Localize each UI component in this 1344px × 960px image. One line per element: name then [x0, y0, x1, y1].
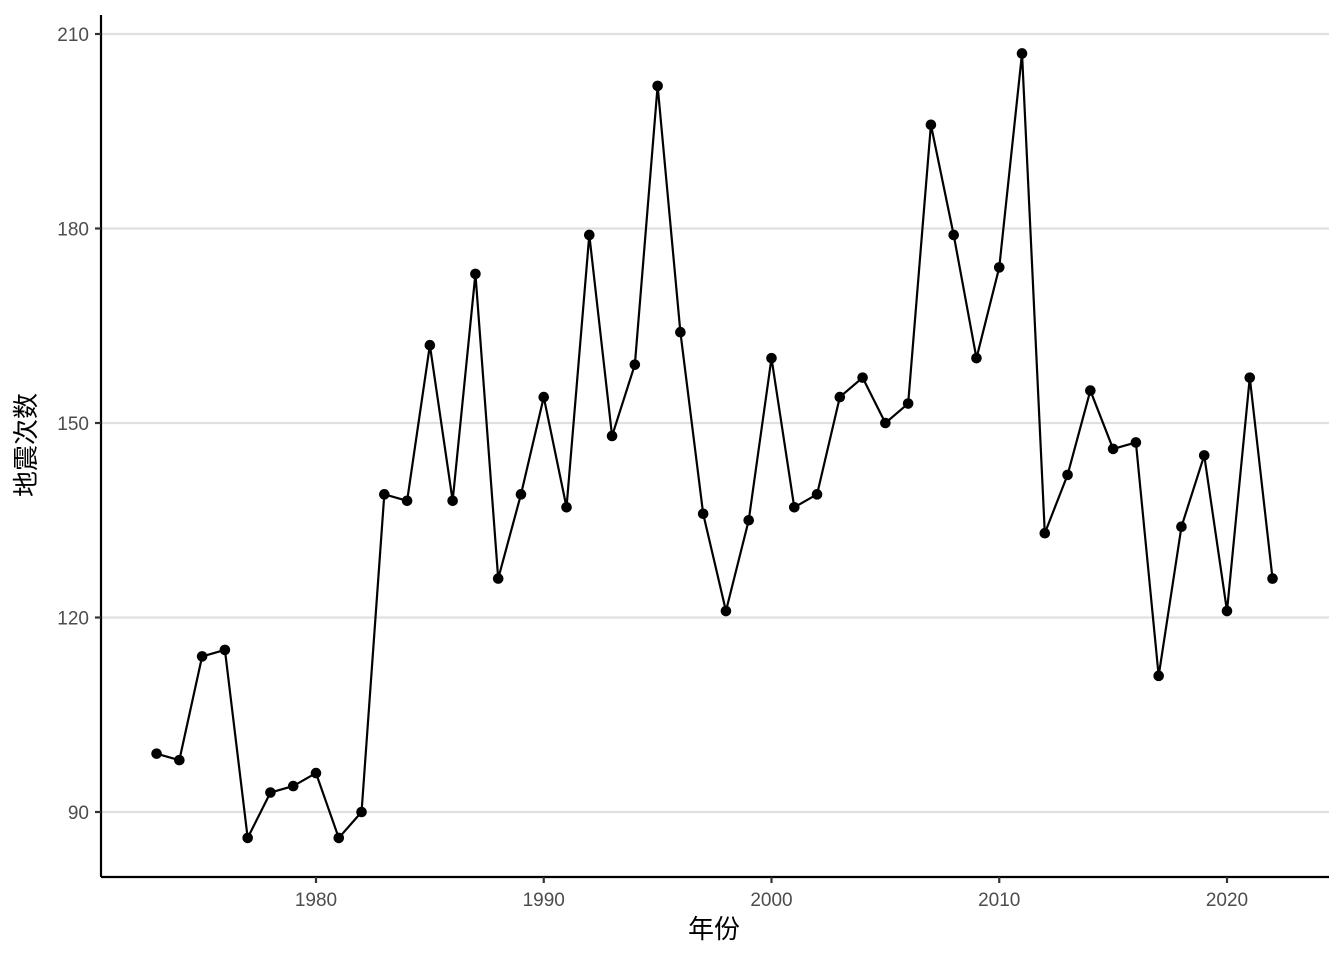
data-point-1982 [356, 806, 367, 818]
data-point-1987 [470, 268, 481, 280]
data-point-2015 [1107, 443, 1119, 455]
x-tick-label-2000: 2000 [750, 890, 792, 911]
data-point-2021 [1244, 372, 1256, 383]
data-point-2008 [948, 229, 959, 241]
data-point-1978 [265, 787, 276, 798]
x-tick-label-2010: 2010 [978, 890, 1020, 911]
x-tick-label-1980: 1980 [295, 890, 337, 911]
data-point-2018 [1176, 521, 1187, 533]
data-point-2001 [788, 501, 800, 513]
data-point-2004 [857, 372, 868, 383]
data-point-1977 [242, 832, 253, 844]
data-point-1985 [424, 339, 436, 351]
data-point-1975 [196, 651, 208, 662]
data-point-1996 [675, 326, 686, 338]
tick-labels: 90 120 150 180 210 1980 1990 2000 2010 2020 [57, 25, 1248, 911]
data-point-1998 [720, 605, 732, 617]
data-point-1997 [697, 508, 709, 520]
x-axis-title: 年份 [688, 915, 740, 945]
data-point-2020 [1221, 605, 1233, 617]
data-point-2002 [811, 489, 823, 500]
grid-lines [101, 32, 1329, 814]
x-tick-label-2020: 2020 [1206, 890, 1248, 911]
data-point-1983 [379, 489, 390, 500]
series-line [156, 52, 1274, 840]
data-point-1993 [606, 430, 618, 442]
axes [95, 15, 1329, 883]
series [156, 52, 1274, 840]
data-point-2005 [880, 417, 891, 429]
data-point-1988 [492, 573, 504, 584]
data-point-1999 [743, 514, 755, 526]
data-point-2006 [902, 398, 914, 409]
data-point-1991 [561, 501, 572, 513]
y-tick-label-210: 210 [57, 25, 89, 46]
data-point-2019 [1198, 450, 1210, 461]
y-tick-label-180: 180 [57, 220, 89, 241]
data-point-1976 [219, 644, 231, 656]
data-point-2011 [1016, 48, 1028, 59]
data-point-1994 [629, 359, 641, 370]
data-point-1981 [333, 832, 345, 844]
data-point-2014 [1085, 385, 1096, 396]
data-points [151, 48, 1278, 844]
data-point-1986 [447, 495, 458, 507]
data-point-1973 [151, 748, 162, 759]
data-point-2013 [1062, 469, 1073, 481]
data-point-1989 [515, 489, 527, 500]
x-tick-label-1990: 1990 [523, 890, 565, 911]
y-axis-title: 地震次数 [12, 393, 42, 497]
data-point-2009 [971, 352, 982, 364]
data-point-2017 [1153, 670, 1164, 682]
data-point-2003 [834, 391, 846, 403]
data-point-2022 [1267, 573, 1278, 584]
data-point-1980 [310, 767, 322, 779]
data-point-1984 [401, 495, 413, 507]
y-tick-label-120: 120 [57, 609, 89, 630]
data-point-2010 [993, 262, 1005, 273]
y-tick-label-90: 90 [68, 803, 89, 824]
data-point-1974 [174, 754, 185, 766]
data-point-1979 [287, 780, 299, 792]
data-point-1992 [584, 229, 595, 241]
y-tick-label-150: 150 [57, 414, 89, 435]
data-point-2012 [1039, 527, 1051, 539]
data-point-1990 [538, 391, 550, 403]
data-point-2000 [766, 352, 777, 364]
data-point-1995 [652, 80, 663, 92]
data-point-2007 [925, 119, 937, 131]
data-point-2016 [1130, 437, 1142, 448]
